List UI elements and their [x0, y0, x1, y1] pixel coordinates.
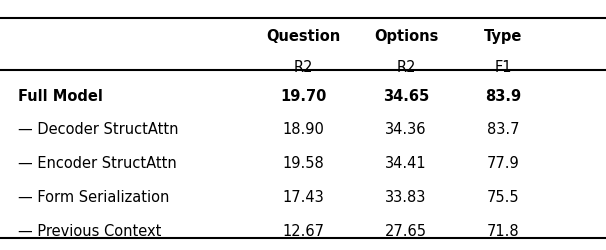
Text: 34.36: 34.36	[385, 122, 427, 138]
Text: Question: Question	[266, 29, 340, 44]
Text: 83.9: 83.9	[485, 89, 521, 104]
Text: — Decoder StructAttn: — Decoder StructAttn	[18, 122, 179, 138]
Text: 33.83: 33.83	[385, 190, 427, 205]
Text: 17.43: 17.43	[282, 190, 324, 205]
Text: — Encoder StructAttn: — Encoder StructAttn	[18, 156, 177, 171]
Text: Type: Type	[484, 29, 522, 44]
Text: 77.9: 77.9	[487, 156, 519, 171]
Text: F1: F1	[494, 60, 511, 75]
Text: 12.67: 12.67	[282, 224, 324, 239]
Text: 71.8: 71.8	[487, 224, 519, 239]
Text: 19.58: 19.58	[282, 156, 324, 171]
Text: Full Model: Full Model	[18, 89, 103, 104]
Text: 83.7: 83.7	[487, 122, 519, 138]
Text: 34.65: 34.65	[383, 89, 429, 104]
Text: 34.41: 34.41	[385, 156, 427, 171]
Text: R2: R2	[396, 60, 416, 75]
Text: — Form Serialization: — Form Serialization	[18, 190, 170, 205]
Text: 19.70: 19.70	[280, 89, 326, 104]
Text: R2: R2	[293, 60, 313, 75]
Text: Options: Options	[374, 29, 438, 44]
Text: 18.90: 18.90	[282, 122, 324, 138]
Text: — Previous Context: — Previous Context	[18, 224, 162, 239]
Text: 75.5: 75.5	[487, 190, 519, 205]
Text: 27.65: 27.65	[385, 224, 427, 239]
